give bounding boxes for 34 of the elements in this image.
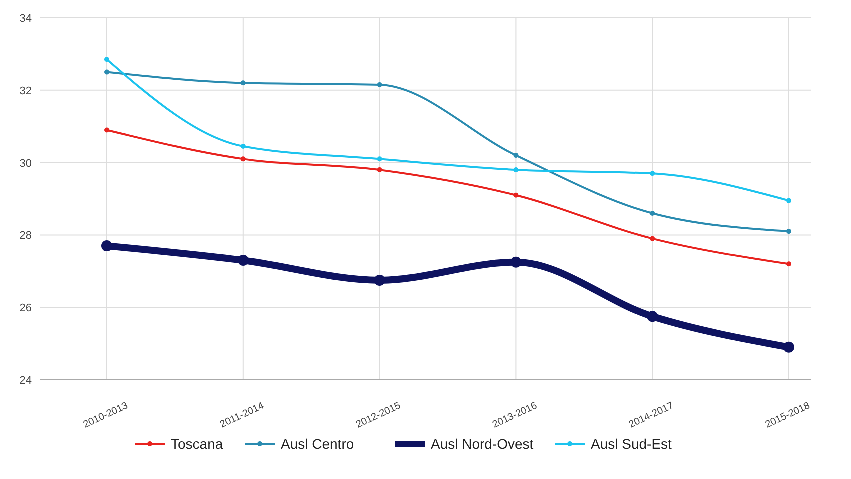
point [240, 144, 246, 150]
y-tick-label: 32 [20, 85, 32, 98]
point [238, 255, 249, 266]
y-tick-label: 28 [20, 230, 32, 242]
legend-label: Ausl Sud-Est [591, 436, 672, 452]
point [104, 70, 110, 75]
point [514, 153, 519, 158]
legend-label: Toscana [171, 436, 224, 452]
point [104, 128, 110, 133]
point [510, 256, 522, 268]
legend-label: Ausl Nord-Ovest [431, 436, 534, 452]
point [786, 198, 792, 204]
point [786, 262, 792, 267]
point [514, 168, 519, 173]
point [377, 168, 382, 173]
point [240, 80, 246, 86]
point [650, 171, 656, 176]
point [104, 57, 110, 62]
point [374, 274, 386, 286]
point [514, 192, 519, 198]
point [784, 342, 794, 353]
point [786, 229, 792, 234]
point [377, 156, 382, 162]
y-tick-label: 26 [20, 302, 32, 315]
point [650, 236, 656, 242]
point [102, 240, 112, 252]
point [240, 156, 246, 162]
point [377, 82, 382, 88]
point [650, 210, 656, 216]
y-tick-label: 34 [20, 13, 32, 25]
y-tick-label: 30 [20, 158, 32, 170]
y-tick-label: 24 [20, 375, 32, 387]
point [647, 311, 658, 322]
legend-label: Ausl Centro [281, 436, 354, 452]
